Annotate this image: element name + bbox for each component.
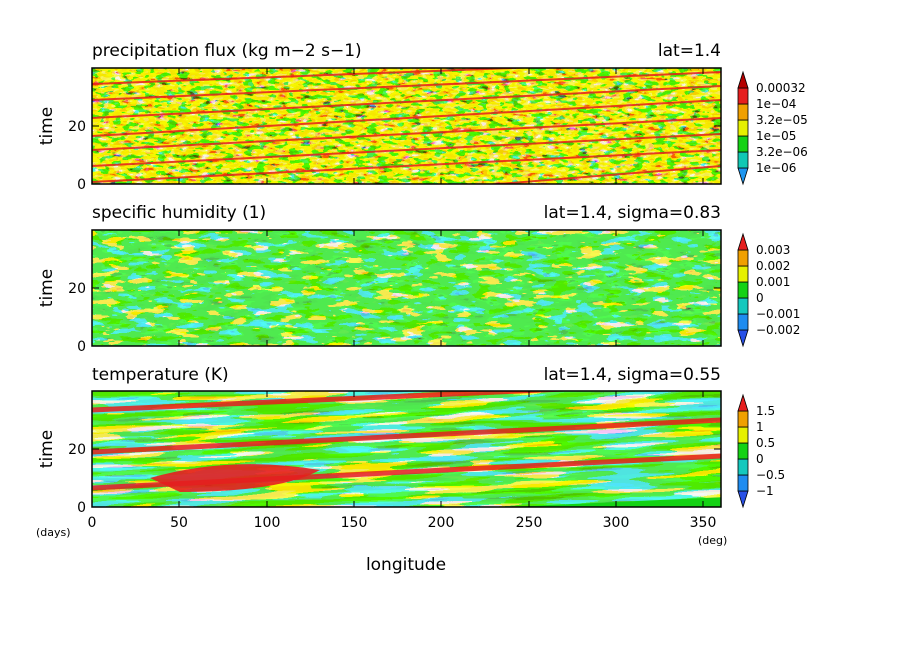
- panel-subtitle: lat=1.4, sigma=0.83: [544, 203, 721, 223]
- y-tick-label: 20: [68, 442, 86, 458]
- y-tick-label: 20: [68, 281, 86, 297]
- colorbar-segment: [737, 265, 749, 283]
- colorbar-extend-low: [737, 490, 749, 509]
- colorbar-segment: [737, 103, 749, 121]
- colorbar-segment: [737, 442, 749, 460]
- panel-title: specific humidity (1): [92, 203, 266, 223]
- colorbar-label: −0.002: [756, 323, 800, 337]
- colorbar-segment: [737, 135, 749, 153]
- panel-title: precipitation flux (kg m−2 s−1): [92, 41, 362, 61]
- colorbar-segment: [737, 249, 749, 267]
- y-ticks: 0 20: [68, 442, 721, 516]
- colorbar-extend-high: [737, 70, 749, 89]
- colorbar-segment: [737, 119, 749, 137]
- y-ticks: 0 20: [68, 119, 721, 193]
- panel-precipitation: precipitation flux (kg m−2 s−1) lat=1.4 …: [37, 41, 808, 193]
- colorbar-label: 0.001: [756, 275, 790, 289]
- colorbar-extend-high: [737, 232, 749, 251]
- y-unit-label: (days): [36, 526, 71, 539]
- colorbar-segment: [737, 281, 749, 299]
- heatmap-field: [92, 230, 721, 346]
- colorbar-label: 0: [756, 291, 764, 305]
- colorbar-extend-low: [737, 167, 749, 186]
- colorbar-label: 3.2e−05: [756, 113, 808, 127]
- colorbar-label: 1: [756, 420, 764, 434]
- panel-temperature: temperature (K) lat=1.4, sigma=0.55 0 20: [36, 365, 785, 575]
- x-tick-label: 300: [603, 515, 630, 531]
- panel-subtitle: lat=1.4: [658, 41, 721, 61]
- colorbar-label: 0.003: [756, 243, 790, 257]
- colorbar-extend-low: [737, 329, 749, 348]
- colorbar-label: 1.5: [756, 404, 775, 418]
- x-tick-label: 200: [428, 515, 455, 531]
- colorbar-segment: [737, 426, 749, 444]
- panel-title: temperature (K): [92, 365, 229, 385]
- x-unit-label: (deg): [698, 534, 727, 547]
- panel-specific-humidity: specific humidity (1) lat=1.4, sigma=0.8…: [37, 203, 800, 355]
- colorbar-label: 1e−04: [756, 97, 796, 111]
- heatmap-field: [92, 68, 721, 184]
- colorbar-label: −0.5: [756, 468, 785, 482]
- colorbar-segment: [737, 297, 749, 315]
- colorbar-extend-high: [737, 393, 749, 412]
- x-tick-label: 150: [341, 515, 368, 531]
- y-tick-label: 0: [77, 500, 86, 516]
- colorbar-label: 0.5: [756, 436, 775, 450]
- colorbar: 0.00032 1e−04 3.2e−05 1e−05 3.2e−06 1e−06: [737, 70, 808, 186]
- y-tick-label: 0: [77, 339, 86, 355]
- x-tick-label: 250: [516, 515, 543, 531]
- colorbar-label: 1e−06: [756, 161, 796, 175]
- x-ticks: [91, 68, 704, 184]
- colorbar-label: −1: [756, 484, 774, 498]
- colorbar-label: −0.001: [756, 307, 800, 321]
- heatmap-field: [92, 391, 721, 507]
- colorbar: 1.5 1 0.5 0 −0.5 −1: [737, 393, 785, 509]
- colorbar-label: 0.00032: [756, 81, 806, 95]
- colorbar-segment: [737, 313, 749, 331]
- x-tick-labels: 0 50 100 150 200 250 300 350: [88, 515, 717, 531]
- x-ticks: [91, 391, 704, 507]
- colorbar-label: 1e−05: [756, 129, 796, 143]
- x-axis-label: longitude: [366, 555, 446, 575]
- colorbar-segment: [737, 151, 749, 169]
- x-tick-label: 350: [690, 515, 717, 531]
- y-axis-label: time: [37, 430, 57, 468]
- y-axis-label: time: [37, 107, 57, 145]
- y-tick-label: 0: [77, 177, 86, 193]
- x-tick-label: 50: [170, 515, 188, 531]
- colorbar-segment: [737, 474, 749, 492]
- panel-subtitle: lat=1.4, sigma=0.55: [544, 365, 721, 385]
- y-axis-label: time: [37, 269, 57, 307]
- colorbar-segment: [737, 410, 749, 428]
- colorbar-label: 3.2e−06: [756, 145, 808, 159]
- x-tick-label: 0: [88, 515, 97, 531]
- colorbar-label: 0: [756, 452, 764, 466]
- colorbar-label: 0.002: [756, 259, 790, 273]
- y-tick-label: 20: [68, 119, 86, 135]
- colorbar-segment: [737, 87, 749, 105]
- x-ticks: [91, 230, 704, 346]
- y-ticks: 0 20: [68, 281, 721, 355]
- colorbar: 0.003 0.002 0.001 0 −0.001 −0.002: [737, 232, 800, 348]
- colorbar-segment: [737, 458, 749, 476]
- x-tick-label: 100: [254, 515, 281, 531]
